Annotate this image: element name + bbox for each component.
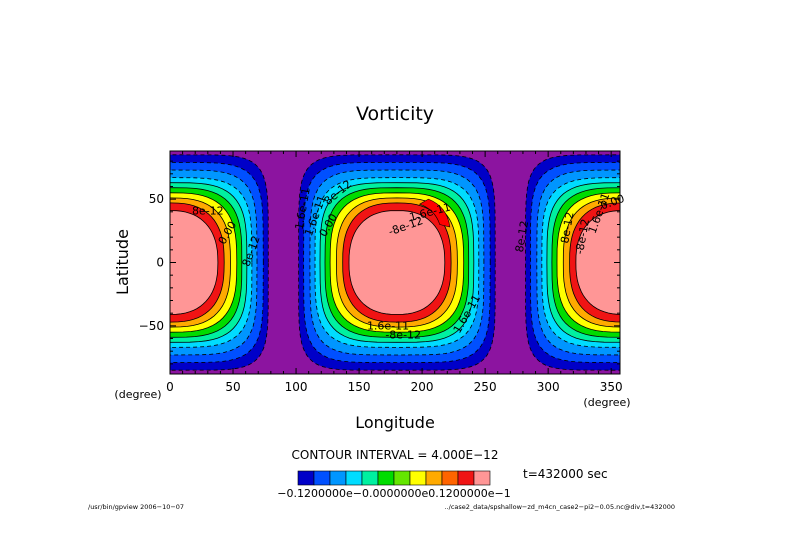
x-tick-label: 50 [225,380,240,394]
contour-label: -8e-12 [385,329,421,342]
colorbar [297,470,491,486]
x-tick-label: 250 [474,380,497,394]
colorbar-swatch [345,470,363,486]
footer-right: ../case2_data/spshallow−zd_m4cn_case2−pi… [445,503,675,511]
contour-label: 8e-12 [513,220,531,254]
x-axis-unit: (degree) [583,396,630,409]
contour-label: -8e-12 [573,218,592,255]
colorbar-swatch [313,470,331,486]
y-tick-label: −50 [139,319,164,333]
y-tick-label: 0 [156,256,164,270]
contour-interval-text: CONTOUR INTERVAL = 4.000E−12 [292,448,499,462]
colorbar-swatch [393,470,411,486]
contour-label: 8e-12 [558,211,576,245]
contour-band [575,210,620,315]
time-label: t=432000 sec [523,467,608,481]
colorbar-swatch [409,470,427,486]
x-tick-label: 150 [348,380,371,394]
x-tick-label: 100 [285,380,308,394]
x-tick-label: 350 [600,380,623,394]
contour-band [418,198,451,228]
colorbar-swatch [457,470,475,486]
x-tick-label: 200 [411,380,434,394]
y-axis-unit: (degree) [114,388,161,401]
colorbar-swatch [297,470,315,486]
x-axis-label: Longitude [355,413,435,432]
contour-label: 8e-12 [192,204,224,217]
plot-area [170,151,620,374]
x-tick-label: 0 [166,380,174,394]
colorbar-swatch [377,470,395,486]
y-tick-label: 50 [149,192,164,206]
colorbar-swatch [473,470,491,486]
y-axis-label: Latitude [113,229,132,295]
colorbar-swatch [425,470,443,486]
colorbar-swatch [329,470,347,486]
colorbar-swatch [361,470,379,486]
chart-title: Vorticity [356,103,434,125]
contour-label: 1.6e-11 [367,320,409,333]
colorbar-tick-labels: −0.1200000e−0.0000000e0.1200000e−1 [277,487,510,500]
axes: 0 50 100 150 200 250 300 350 −50 0 50 [139,151,623,394]
contour-band [348,210,446,315]
colorbar-swatch [441,470,459,486]
footer-left: /usr/bin/gpview 2006−10−07 [88,503,184,511]
contour-band [170,210,219,315]
x-tick-label: 300 [537,380,560,394]
